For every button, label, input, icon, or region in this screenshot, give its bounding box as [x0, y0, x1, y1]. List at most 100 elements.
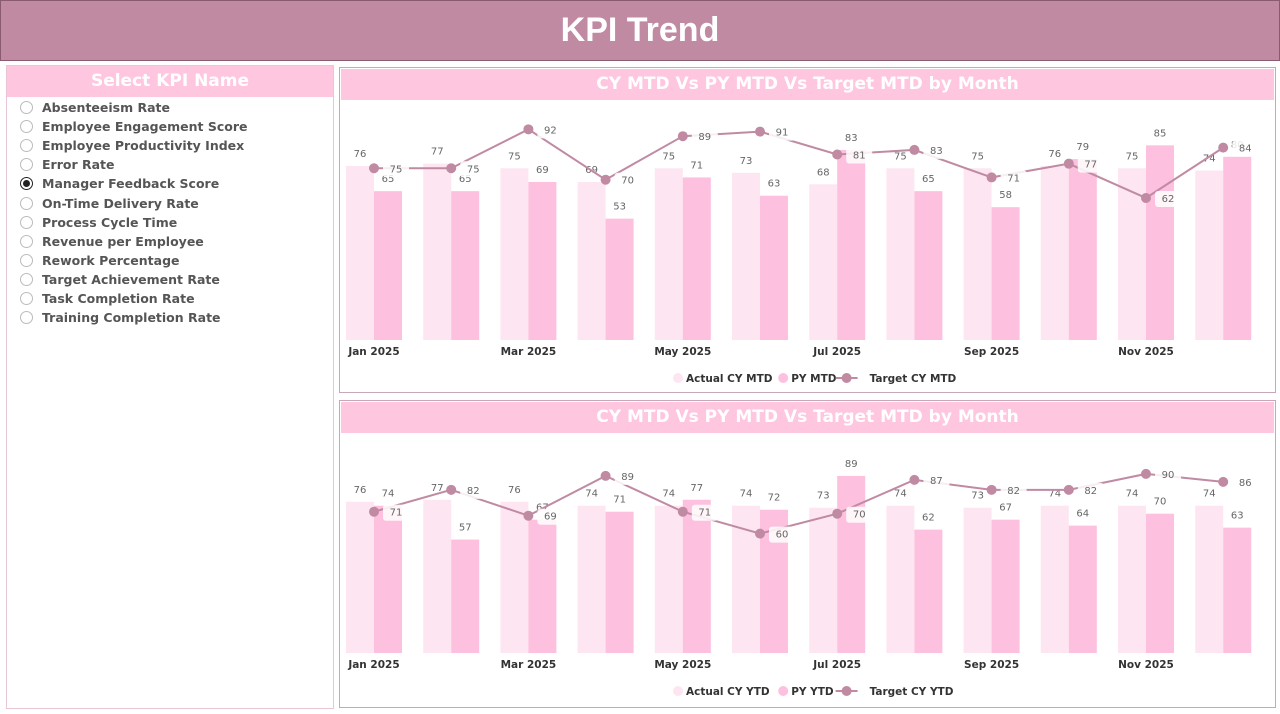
actual-bar: [346, 165, 374, 340]
legend-marker-icon: [841, 373, 852, 383]
page-header: KPI Trend: [0, 0, 1280, 61]
target-point: [1141, 468, 1151, 479]
actual-label: 75: [971, 151, 984, 162]
py-bar: [682, 177, 711, 340]
target-point: [369, 163, 379, 174]
label-bg: [1155, 466, 1181, 483]
py-bar: [451, 539, 480, 653]
slicer-item[interactable]: Rework Percentage: [7, 251, 333, 270]
py-label: 53: [613, 202, 626, 213]
radio-button[interactable]: [20, 139, 33, 153]
legend-marker-icon: [673, 373, 683, 383]
py-label: 64: [1076, 509, 1089, 520]
radio-button[interactable]: [20, 120, 33, 134]
legend-label: PY YTD: [791, 686, 834, 698]
chart-title: CY MTD Vs PY MTD Vs Target MTD by Month: [341, 69, 1274, 100]
target-label: 87: [930, 476, 943, 487]
slicer-item-label: Employee Engagement Score: [42, 119, 248, 135]
actual-bar: [346, 501, 374, 653]
actual-label: 76: [1048, 149, 1061, 160]
target-point: [755, 528, 765, 539]
target-label: 62: [1162, 194, 1175, 205]
radio-button[interactable]: [20, 215, 33, 229]
radio-button[interactable]: [20, 234, 33, 248]
slicer-item[interactable]: Error Rate: [7, 155, 333, 174]
actual-bar: [423, 163, 452, 340]
actual-label: 74: [894, 489, 907, 500]
py-label: 58: [999, 190, 1012, 201]
legend-label: Actual CY YTD: [686, 686, 770, 698]
label-bg: [769, 124, 795, 141]
py-label: 65: [382, 174, 395, 185]
py-bar: [451, 191, 480, 340]
x-tick-label: May 2025: [654, 346, 711, 358]
x-tick-label: Mar 2025: [501, 659, 557, 671]
slicer-item-label: Training Completion Rate: [42, 310, 221, 326]
slicer-item[interactable]: On-Time Delivery Rate: [7, 193, 333, 212]
py-label: 77: [690, 483, 703, 494]
label-bg: [1077, 156, 1104, 173]
actual-label: 77: [431, 483, 444, 494]
slicer-item[interactable]: Absenteeism Rate: [7, 98, 333, 117]
radio-button[interactable]: [20, 272, 33, 286]
slicer-item-label: Error Rate: [42, 157, 115, 173]
legend-marker-icon: [841, 686, 852, 696]
label-bg: [1077, 482, 1104, 499]
radio-button[interactable]: [20, 177, 33, 191]
actual-label: 74: [1048, 489, 1061, 500]
actual-label: 74: [1126, 489, 1139, 500]
radio-button[interactable]: [20, 291, 33, 305]
radio-button[interactable]: [20, 196, 33, 210]
py-bar: [1146, 145, 1174, 340]
actual-label: 76: [508, 485, 521, 496]
target-point: [677, 131, 688, 142]
actual-bar: [1040, 165, 1069, 340]
slicer-item[interactable]: Manager Feedback Score: [7, 174, 333, 193]
slicer-item[interactable]: Revenue per Employee: [7, 232, 333, 251]
actual-label: 74: [662, 489, 675, 500]
slicer-item[interactable]: Task Completion Rate: [7, 289, 333, 308]
slicer-item-label: On-Time Delivery Rate: [42, 195, 199, 211]
target-label: 69: [544, 512, 557, 523]
chart-title: CY MTD Vs PY MTD Vs Target MTD by Month: [341, 402, 1274, 433]
kpi-slicer: Select KPI Name Absenteeism Rate Employee…: [6, 65, 334, 709]
target-label: 70: [853, 510, 866, 521]
radio-button[interactable]: [20, 158, 33, 172]
py-bar: [991, 207, 1020, 340]
actual-label: 77: [431, 147, 444, 158]
actual-label: 73: [817, 491, 830, 502]
target-point: [986, 172, 997, 183]
legend-label: Target CY YTD: [870, 686, 954, 698]
radio-button[interactable]: [20, 311, 33, 325]
radio-button[interactable]: [20, 253, 33, 267]
x-tick-label: Nov 2025: [1118, 346, 1174, 358]
label-bg: [923, 142, 950, 159]
slicer-item-label: Process Cycle Time: [42, 214, 178, 230]
target-point: [1218, 476, 1229, 487]
actual-label: 75: [894, 151, 907, 162]
slicer-item[interactable]: Training Completion Rate: [7, 308, 333, 327]
radio-button[interactable]: [20, 101, 33, 115]
slicer-item-label: Manager Feedback Score: [42, 176, 220, 192]
actual-label: 73: [740, 156, 753, 167]
actual-label: 75: [1126, 151, 1139, 162]
py-bar: [374, 191, 402, 340]
target-point: [909, 474, 920, 485]
page-title: KPI Trend: [560, 11, 720, 49]
legend-label: PY MTD: [791, 373, 837, 385]
actual-bar: [886, 505, 915, 653]
py-bar: [1223, 156, 1252, 340]
py-bar: [1223, 527, 1252, 653]
py-label: 65: [922, 174, 935, 185]
target-label: 86: [1239, 478, 1252, 489]
slicer-item[interactable]: Employee Engagement Score: [7, 117, 333, 136]
target-label: 71: [1007, 173, 1020, 184]
slicer-item[interactable]: Employee Productivity Index: [7, 136, 333, 155]
label-bg: [614, 468, 641, 485]
ytd-chart: CY MTD Vs PY MTD Vs Target MTD by Month …: [339, 400, 1276, 708]
actual-bar: [732, 172, 760, 340]
target-label: 71: [698, 508, 711, 519]
slicer-item[interactable]: Target Achievement Rate: [7, 270, 333, 289]
py-bar: [1068, 159, 1097, 340]
slicer-item[interactable]: Process Cycle Time: [7, 213, 333, 232]
